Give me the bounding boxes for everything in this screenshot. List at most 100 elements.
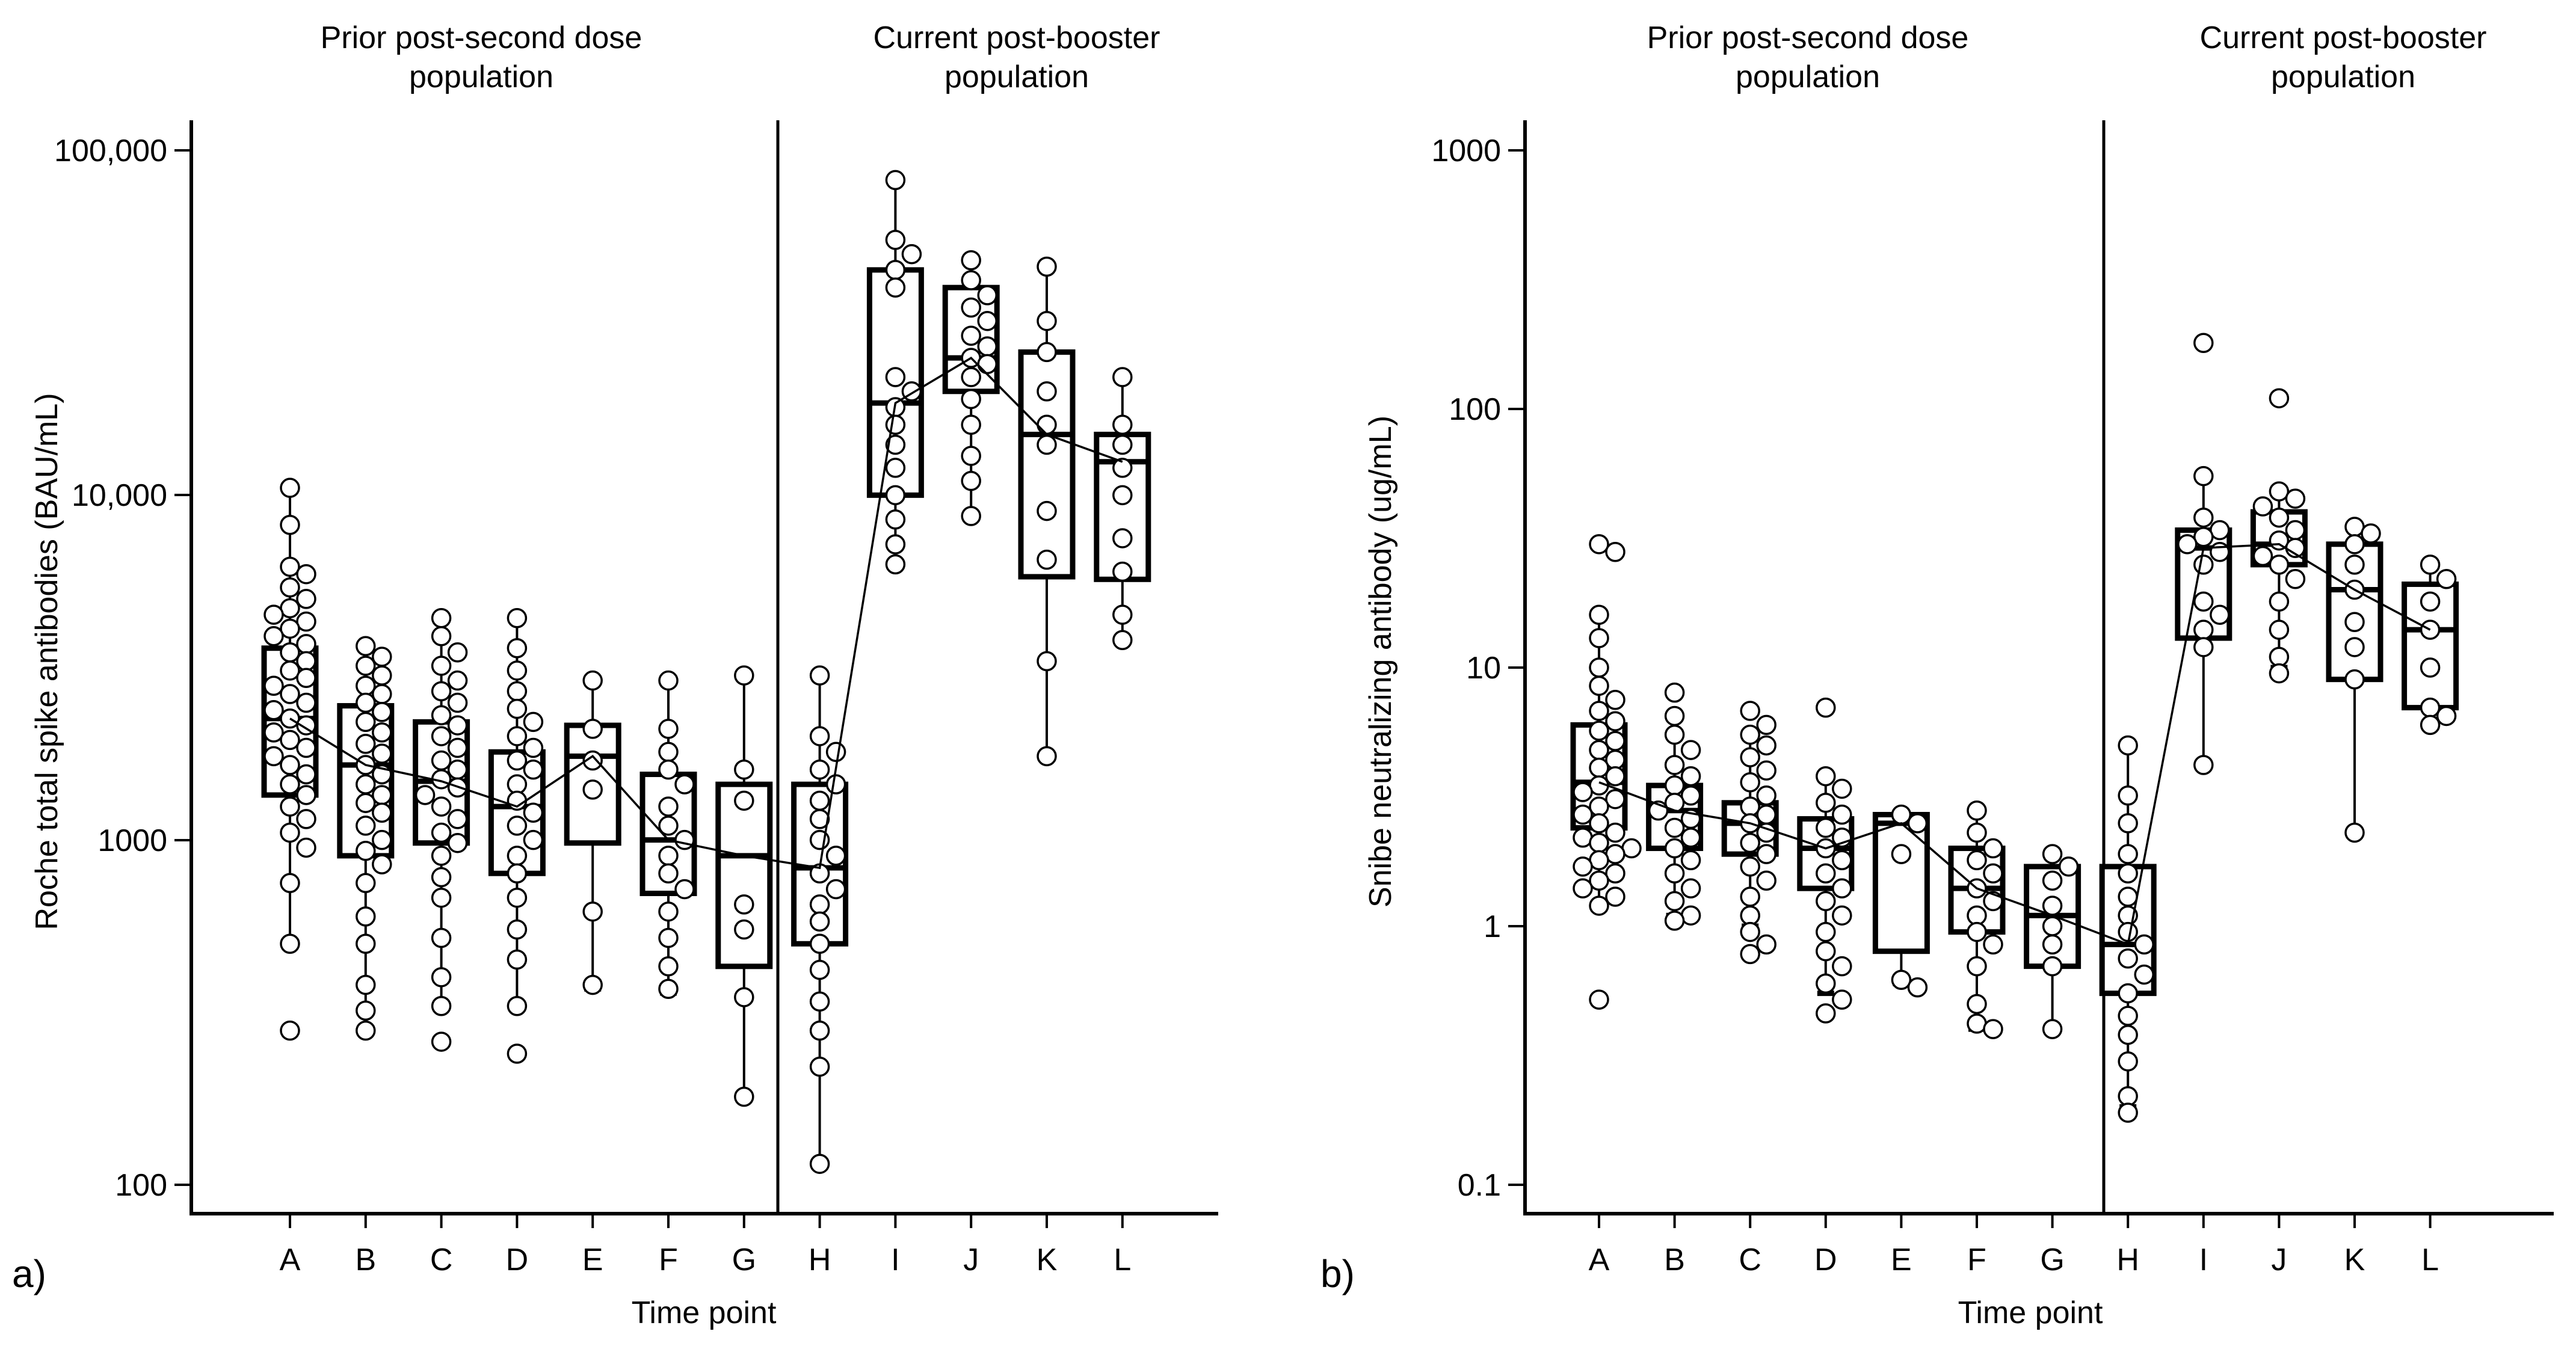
data-point bbox=[431, 626, 452, 647]
data-point bbox=[1664, 817, 1685, 838]
data-point bbox=[280, 774, 300, 794]
y-tick-label-10: 10 bbox=[1466, 651, 1501, 686]
data-point bbox=[885, 554, 906, 575]
data-point bbox=[372, 802, 392, 823]
points-D bbox=[507, 608, 544, 1064]
data-point bbox=[2344, 534, 2365, 555]
x-tick-label-B: B bbox=[355, 1243, 376, 1277]
points-G bbox=[2042, 844, 2079, 1039]
data-point bbox=[507, 1043, 528, 1064]
data-point bbox=[1756, 760, 1776, 781]
data-point bbox=[1891, 844, 1912, 864]
data-point bbox=[356, 816, 376, 836]
data-point bbox=[2420, 714, 2441, 736]
points-I bbox=[885, 170, 922, 575]
data-point bbox=[1589, 675, 1609, 696]
data-point bbox=[885, 458, 906, 478]
data-point bbox=[372, 702, 392, 722]
data-point bbox=[1037, 651, 1057, 672]
data-point bbox=[961, 446, 981, 466]
data-point bbox=[1832, 778, 1852, 799]
data-point bbox=[507, 638, 528, 659]
data-point bbox=[885, 277, 906, 298]
data-point bbox=[356, 656, 376, 676]
data-point bbox=[280, 556, 300, 577]
data-point bbox=[1967, 822, 1987, 843]
data-point bbox=[1037, 500, 1057, 521]
data-point bbox=[2118, 1024, 2138, 1045]
data-point bbox=[2118, 1102, 2138, 1123]
x-tick-label-H: H bbox=[809, 1243, 831, 1277]
data-point bbox=[2285, 488, 2306, 509]
data-point bbox=[296, 785, 316, 805]
data-point bbox=[809, 1020, 830, 1041]
panel-b: Prior post-second dose population Curren… bbox=[1320, 20, 2554, 1330]
data-point bbox=[356, 933, 376, 954]
data-point bbox=[1756, 735, 1776, 756]
data-point bbox=[2193, 619, 2214, 640]
points-K bbox=[2344, 517, 2381, 843]
data-point bbox=[1832, 905, 1852, 926]
y-tick-label-100: 100 bbox=[1449, 392, 1501, 427]
data-point bbox=[263, 722, 284, 743]
data-point bbox=[2269, 481, 2290, 502]
data-point bbox=[1589, 740, 1609, 760]
data-point bbox=[507, 995, 528, 1016]
group-title-prior-line-1: Prior post-second dose bbox=[321, 20, 642, 55]
data-point bbox=[447, 759, 468, 780]
points-L bbox=[2420, 555, 2457, 736]
data-point bbox=[2193, 637, 2214, 657]
data-point bbox=[734, 790, 754, 811]
iqr-box bbox=[2402, 581, 2459, 711]
x-tick-label-E: E bbox=[1891, 1243, 1912, 1277]
data-point bbox=[1832, 850, 1852, 870]
data-point bbox=[356, 636, 376, 657]
data-point bbox=[1605, 822, 1625, 843]
group-title-prior-line-2: population bbox=[1736, 60, 1880, 94]
data-point bbox=[1037, 310, 1057, 331]
data-point bbox=[1832, 804, 1852, 825]
data-point bbox=[356, 1020, 376, 1041]
data-point bbox=[1907, 813, 1928, 834]
x-tick-label-I: I bbox=[2199, 1243, 2208, 1277]
data-point bbox=[507, 698, 528, 719]
data-point bbox=[280, 642, 300, 663]
points-A bbox=[1573, 534, 1642, 1010]
data-point bbox=[885, 434, 906, 455]
data-point bbox=[2210, 604, 2230, 625]
x-tick-label-J: J bbox=[2271, 1243, 2287, 1277]
data-point bbox=[1756, 934, 1776, 955]
data-point bbox=[2193, 333, 2214, 353]
data-point bbox=[2118, 1006, 2138, 1026]
data-point bbox=[1589, 813, 1609, 834]
data-point bbox=[1740, 724, 1760, 745]
x-tick-label-L: L bbox=[2421, 1243, 2439, 1277]
data-point bbox=[296, 715, 316, 736]
data-point bbox=[1740, 905, 1760, 926]
points-F bbox=[658, 670, 695, 999]
data-point bbox=[2269, 507, 2290, 528]
data-point bbox=[372, 647, 392, 667]
x-tick-label-D: D bbox=[506, 1243, 529, 1277]
data-point bbox=[1664, 724, 1685, 745]
data-point bbox=[1664, 793, 1685, 813]
iqr-box bbox=[1872, 812, 1930, 954]
data-point bbox=[961, 389, 981, 410]
data-point bbox=[280, 478, 300, 498]
data-point bbox=[356, 1000, 376, 1021]
data-point bbox=[809, 809, 830, 829]
data-point bbox=[1680, 766, 1701, 787]
data-point bbox=[2118, 921, 2138, 942]
data-point bbox=[885, 170, 906, 191]
data-point bbox=[809, 894, 830, 915]
data-point bbox=[2269, 388, 2290, 408]
x-tick-label-G: G bbox=[732, 1243, 756, 1277]
data-point bbox=[1037, 549, 1057, 570]
data-point bbox=[263, 604, 284, 625]
data-point bbox=[2344, 637, 2365, 657]
data-point bbox=[2118, 844, 2138, 864]
median-trend-line bbox=[289, 356, 1123, 870]
data-point bbox=[1740, 856, 1760, 877]
data-point bbox=[2193, 755, 2214, 775]
points-K bbox=[1037, 256, 1057, 767]
